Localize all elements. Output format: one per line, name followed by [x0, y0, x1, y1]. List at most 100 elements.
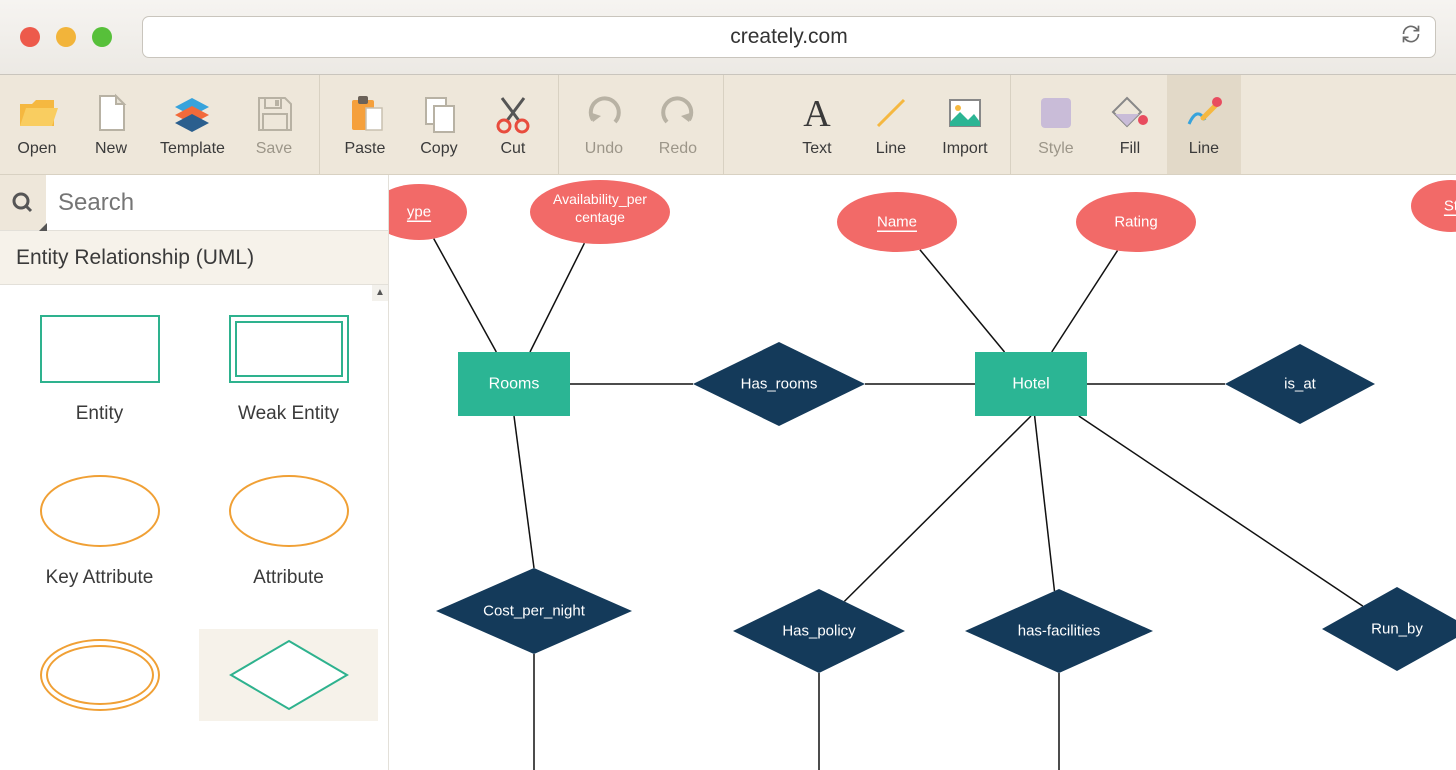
diagram-edge[interactable] — [1079, 416, 1363, 606]
attribute-node[interactable]: St — [1411, 180, 1456, 232]
url-text: creately.com — [730, 25, 847, 49]
relationship-shape-icon — [229, 639, 349, 711]
shape-key-attribute[interactable]: Key Attribute — [10, 475, 189, 589]
text-button[interactable]: AText — [780, 75, 854, 174]
key-attribute-shape-icon — [40, 475, 160, 547]
toolbar-button-label: Template — [160, 140, 225, 158]
cut-icon — [492, 92, 534, 134]
svg-text:is_at: is_at — [1284, 376, 1317, 393]
diagram-edge[interactable] — [514, 416, 534, 568]
svg-text:Availability_per: Availability_per — [553, 191, 647, 207]
sidebar: Entity Relationship (UML) ▲ Entity Weak … — [0, 175, 389, 770]
fill-icon — [1109, 92, 1151, 134]
toolbar-button-label: Redo — [659, 140, 697, 158]
relationship-node[interactable]: is_at — [1225, 344, 1375, 424]
import-icon — [944, 92, 986, 134]
relationship-node[interactable]: Run_by — [1322, 587, 1456, 671]
shape-category-header[interactable]: Entity Relationship (UML) — [0, 230, 388, 285]
svg-text:centage: centage — [575, 209, 625, 225]
cut-button[interactable]: Cut — [476, 75, 550, 174]
shape-weak-entity[interactable]: Weak Entity — [199, 315, 378, 425]
new-button[interactable]: New — [74, 75, 148, 174]
toolbar-divider — [319, 75, 320, 174]
toolbar-button-label: Open — [17, 140, 56, 158]
new-icon — [90, 92, 132, 134]
close-window-button[interactable] — [20, 27, 40, 47]
svg-text:Cost_per_night: Cost_per_night — [483, 603, 586, 620]
diagram-edge[interactable] — [1052, 251, 1118, 352]
shape-relationship[interactable] — [199, 629, 378, 721]
url-bar[interactable]: creately.com — [142, 16, 1436, 58]
svg-text:Has_policy: Has_policy — [782, 623, 856, 640]
attribute-node[interactable]: Rating — [1076, 192, 1196, 252]
toolbar-button-label: New — [95, 140, 127, 158]
svg-text:Rooms: Rooms — [489, 376, 540, 393]
import-button[interactable]: Import — [928, 75, 1002, 174]
toolbar-button-label: Paste — [344, 140, 385, 158]
relationship-node[interactable]: Cost_per_night — [436, 568, 632, 654]
fill-button[interactable]: Fill — [1093, 75, 1167, 174]
paste-icon — [344, 92, 386, 134]
search-icon[interactable] — [0, 175, 46, 230]
diagram-edge[interactable] — [1035, 416, 1055, 591]
paste-button[interactable]: Paste — [328, 75, 402, 174]
reload-icon[interactable] — [1401, 24, 1421, 50]
main-area: Entity Relationship (UML) ▲ Entity Weak … — [0, 175, 1456, 770]
relationship-node[interactable]: Has_policy — [733, 589, 905, 673]
svg-text:Has_rooms: Has_rooms — [741, 376, 818, 393]
weak-entity-shape-icon — [229, 315, 349, 383]
svg-text:Name: Name — [877, 214, 917, 231]
maximize-window-button[interactable] — [92, 27, 112, 47]
svg-text:ype: ype — [407, 204, 431, 221]
search-input[interactable] — [58, 189, 374, 217]
style-icon — [1035, 92, 1077, 134]
canvas[interactable]: Rooms Hotel ype Availability_percentage Name… — [389, 175, 1456, 770]
attribute-node[interactable]: ype — [389, 184, 467, 240]
toolbar-button-label: Line — [1189, 140, 1219, 158]
line2-button[interactable]: Line — [1167, 75, 1241, 174]
redo-button[interactable]: Redo — [641, 75, 715, 174]
toolbar-button-label: Save — [256, 140, 292, 158]
style-button[interactable]: Style — [1019, 75, 1093, 174]
svg-text:A: A — [803, 93, 831, 134]
svg-text:Hotel: Hotel — [1012, 376, 1049, 393]
shape-entity[interactable]: Entity — [10, 315, 189, 425]
scroll-up-icon[interactable]: ▲ — [372, 285, 388, 301]
diagram-edge[interactable] — [920, 250, 1005, 352]
open-button[interactable]: Open — [0, 75, 74, 174]
window-controls — [20, 27, 112, 47]
entity-node[interactable]: Hotel — [975, 352, 1087, 416]
shape-label: Key Attribute — [46, 567, 154, 589]
template-button[interactable]: Template — [148, 75, 237, 174]
attribute-node[interactable]: Availability_percentage — [530, 180, 670, 244]
relationship-node[interactable]: has-facilities — [965, 589, 1153, 673]
shape-multivalued[interactable] — [10, 639, 189, 711]
text-icon: A — [796, 92, 838, 134]
copy-icon — [418, 92, 460, 134]
template-icon — [171, 92, 213, 134]
undo-button[interactable]: Undo — [567, 75, 641, 174]
entity-node[interactable]: Rooms — [458, 352, 570, 416]
attribute-shape-icon — [229, 475, 349, 547]
save-button[interactable]: Save — [237, 75, 311, 174]
toolbar-button-label: Cut — [500, 140, 525, 158]
toolbar-button-label: Copy — [420, 140, 457, 158]
line-button[interactable]: Line — [854, 75, 928, 174]
diagram-edge[interactable] — [530, 243, 584, 352]
category-label: Entity Relationship (UML) — [16, 246, 254, 270]
toolbar-divider — [1010, 75, 1011, 174]
toolbar-button-label: Undo — [585, 140, 623, 158]
diagram-edge[interactable] — [434, 239, 497, 352]
copy-button[interactable]: Copy — [402, 75, 476, 174]
toolbar-button-label: Fill — [1120, 140, 1140, 158]
minimize-window-button[interactable] — [56, 27, 76, 47]
shape-attribute[interactable]: Attribute — [199, 475, 378, 589]
attribute-node[interactable]: Name — [837, 192, 957, 252]
relationship-node[interactable]: Has_rooms — [693, 342, 865, 426]
svg-text:Run_by: Run_by — [1371, 621, 1423, 638]
line2-icon — [1183, 92, 1225, 134]
toolbar-divider — [558, 75, 559, 174]
shape-label: Entity — [76, 403, 124, 425]
diagram-edge[interactable] — [844, 416, 1031, 601]
er-diagram[interactable]: Rooms Hotel ype Availability_percentage Name… — [389, 175, 1456, 770]
